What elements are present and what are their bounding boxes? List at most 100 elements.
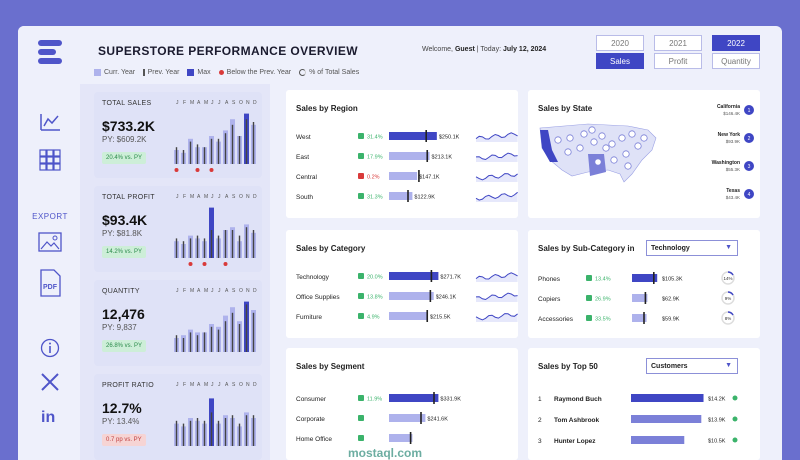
line-chart-icon[interactable] — [38, 110, 62, 134]
kpi-prev-mark — [175, 420, 178, 446]
month-label: A — [225, 100, 229, 106]
kpi-prev-mark — [252, 122, 255, 164]
kpi-value: $93.4K — [102, 212, 148, 228]
metric-quantity-button[interactable]: Quantity — [712, 53, 760, 69]
kpi-change-badge: 20.4% vs. PY — [102, 152, 147, 164]
row-pct: 4.9% — [367, 315, 380, 321]
share-ring-fill — [727, 311, 734, 316]
row-pct: 31.4% — [367, 135, 383, 141]
kpi-prev-mark — [196, 418, 199, 446]
kpi-prev-mark — [217, 138, 220, 164]
row-bar — [389, 152, 430, 160]
top50-dropdown[interactable]: Customers ▼ — [646, 358, 738, 374]
sales-by-top50-card: Sales by Top 50 Customers ▼ 1 Raymond Buch… — [528, 348, 760, 460]
month-label: N — [246, 100, 250, 106]
kpi-prev-mark — [203, 147, 206, 164]
kpi-prev-mark — [196, 144, 199, 164]
row-bar — [389, 312, 428, 320]
kpi-column: TOTAL SALES $733.2K PY: $609.2K 20.4% vs. P… — [80, 84, 270, 460]
row-pct: 33.5% — [595, 317, 611, 323]
state-value: $55.3K — [726, 167, 740, 172]
trend-up-icon — [358, 273, 364, 279]
month-label: M — [190, 382, 194, 388]
row-label: Office Supplies — [296, 294, 340, 301]
trend-up-icon — [586, 295, 592, 301]
below-prev-dot — [202, 262, 207, 266]
image-export-icon[interactable] — [38, 230, 62, 254]
month-label: F — [183, 382, 186, 388]
row-prev-mark — [653, 272, 655, 284]
svg-text:in: in — [41, 409, 55, 426]
share-pct: 14% — [723, 276, 732, 281]
year-2021-button[interactable]: 2021 — [654, 35, 702, 51]
row-rank: 3 — [538, 438, 542, 445]
kpi-prev-mark — [175, 335, 178, 352]
state-rank-badge — [744, 189, 754, 199]
kpi-prev-mark — [231, 230, 234, 258]
row-label: Copiers — [538, 296, 561, 303]
state-name: Washington — [712, 160, 740, 166]
sparkline — [475, 152, 518, 161]
sparkline — [475, 272, 518, 280]
kpi-prev-mark — [210, 412, 213, 446]
row-bar — [389, 192, 413, 200]
kpi-prev-year: PY: 9,837 — [102, 323, 137, 332]
metric-profit-button[interactable]: Profit — [654, 53, 702, 69]
bullet-chart: Technology 20.0% $271.7K Office Supplies 13.… — [296, 270, 518, 322]
row-label: South — [296, 194, 313, 201]
year-2020-button[interactable]: 2020 — [596, 35, 644, 51]
linkedin-icon[interactable]: in — [38, 404, 62, 428]
kpi-card: TOTAL SALES $733.2K PY: $609.2K 20.4% vs. P… — [94, 92, 262, 178]
sparkline — [475, 132, 518, 140]
export-label: EXPORT — [32, 212, 68, 221]
state-marker — [588, 126, 596, 134]
grid-icon[interactable] — [38, 148, 62, 172]
status-dot — [732, 437, 738, 443]
row-value: $62.9K — [662, 297, 680, 303]
trend-up-icon — [358, 435, 364, 441]
info-icon[interactable] — [38, 336, 62, 360]
row-bar — [389, 414, 426, 422]
below-prev-dot — [223, 262, 228, 266]
kpi-prev-mark — [217, 235, 220, 258]
state-marker — [554, 136, 562, 144]
state-value: $43.4K — [726, 195, 740, 200]
below-prev-dot — [174, 168, 179, 172]
x-twitter-icon[interactable] — [38, 370, 62, 394]
year-2022-button[interactable]: 2022 — [712, 35, 760, 51]
row-pct: 17.9% — [367, 155, 383, 161]
kpi-prev-mark — [238, 136, 241, 164]
metric-sales-button[interactable]: Sales — [596, 53, 644, 69]
kpi-prev-mark — [224, 230, 227, 258]
kpi-prev-year: PY: $81.8K — [102, 229, 143, 238]
month-label: J — [176, 382, 179, 388]
month-label: A — [197, 194, 201, 200]
month-label: M — [204, 288, 208, 294]
legend-prev-year: Prev. Year — [143, 69, 179, 76]
state-rank: 3 — [748, 164, 751, 170]
month-label: F — [183, 288, 186, 294]
month-label: J — [176, 100, 179, 106]
month-label: S — [232, 382, 236, 388]
card-title: Sales by Sub-Category in — [538, 244, 635, 253]
subcategory-dropdown[interactable]: Technology ▼ — [646, 240, 738, 256]
sparkline-area — [476, 293, 518, 302]
pdf-export-icon[interactable]: PDF — [38, 268, 62, 298]
state-name: California — [717, 104, 740, 110]
month-label: A — [225, 194, 229, 200]
trend-up-icon — [358, 153, 364, 159]
state-marker — [624, 162, 632, 170]
state-rank-badge — [744, 133, 754, 143]
state-rank-badge — [744, 105, 754, 115]
row-label: Central — [296, 174, 318, 181]
kpi-prev-mark — [175, 238, 178, 258]
kpi-prev-mark — [224, 321, 227, 352]
month-label: M — [190, 194, 194, 200]
state-name: New York — [718, 132, 741, 138]
row-label: Raymond Buch — [554, 396, 602, 403]
row-label: Furniture — [296, 314, 322, 321]
row-value: $10.5K — [708, 439, 726, 445]
row-prev-mark — [433, 392, 435, 404]
kpi-label: TOTAL PROFIT — [102, 194, 155, 201]
state-marker — [598, 132, 606, 140]
